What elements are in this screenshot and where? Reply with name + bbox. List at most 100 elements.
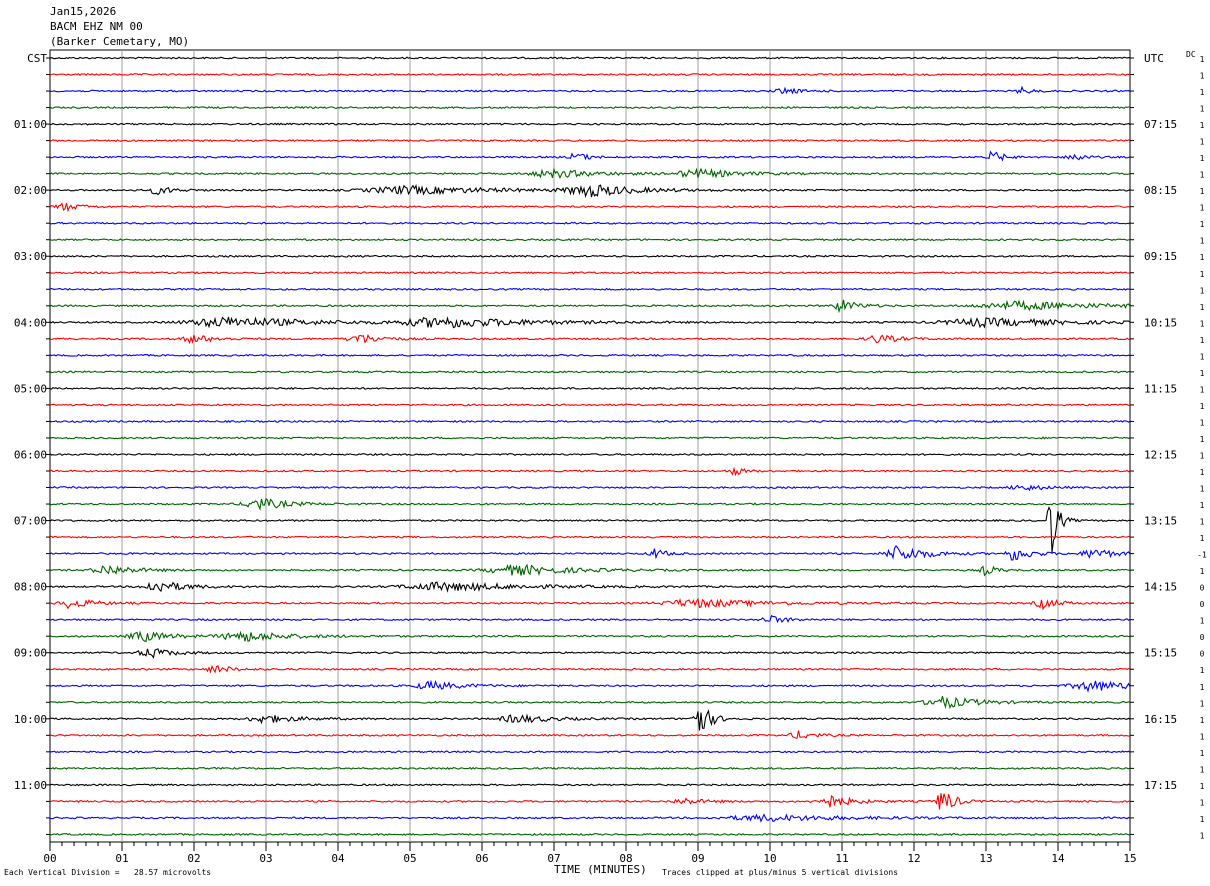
trace-row (49, 793, 1131, 810)
trace-row (49, 750, 1131, 754)
dc-offset-label: 1 (1200, 683, 1205, 692)
date-label: Jan15,2026 (50, 5, 117, 18)
dc-offset-label: 1 (1200, 782, 1205, 791)
dc-offset-label: 1 (1200, 270, 1205, 279)
dc-offset-label: 1 (1200, 468, 1205, 477)
left-hour-label: 10:00 (14, 713, 47, 726)
dc-offset-label: 1 (1200, 765, 1205, 774)
right-hour-label: 09:15 (1144, 250, 1177, 263)
dc-offset-label: 1 (1200, 567, 1205, 576)
dc-offset-label: 1 (1200, 716, 1205, 725)
trace-row (50, 597, 1131, 611)
trace-row (49, 506, 1131, 553)
x-tick-label: 10 (763, 852, 776, 865)
dc-offset-label: 1 (1200, 369, 1205, 378)
dc-offset-label: 1 (1200, 336, 1205, 345)
trace-row (49, 614, 1131, 624)
station-label: BACM EHZ NM 00 (50, 20, 143, 33)
trace-row (49, 452, 1131, 456)
left-hour-label: 06:00 (14, 448, 47, 461)
x-tick-label: 08 (619, 852, 632, 865)
trace-row (49, 254, 1131, 258)
trace-row (49, 122, 1131, 126)
plot-frame (49, 49, 1131, 843)
dc-offset-label: 1 (1200, 518, 1205, 527)
trace-row (49, 139, 1131, 143)
trace-row (49, 299, 1131, 314)
dc-offset-label: 1 (1200, 204, 1205, 213)
trace-row (49, 497, 1131, 511)
trace-row (49, 709, 1131, 731)
left-hour-label: 03:00 (14, 250, 47, 263)
left-hour-label: 07:00 (14, 515, 47, 528)
trace-row (49, 202, 1131, 213)
clip-note: Traces clipped at plus/minus 5 vertical … (662, 868, 899, 877)
dc-offset-label: 1 (1200, 220, 1205, 229)
left-hour-label: CST (27, 52, 47, 65)
left-hour-label: 08:00 (14, 581, 47, 594)
right-hour-label: 10:15 (1144, 316, 1177, 329)
dc-offset-label: 1 (1200, 534, 1205, 543)
trace-row (49, 287, 1131, 291)
traces (49, 56, 1131, 836)
x-tick-label: 12 (907, 852, 920, 865)
dc-offset-label: 1 (1200, 749, 1205, 758)
dc-offset-label: 1 (1200, 831, 1205, 840)
x-tick-label: 02 (187, 852, 200, 865)
trace-row (49, 832, 1131, 836)
trace-row (49, 581, 1130, 593)
trace-row (49, 271, 1131, 275)
dc-offset-label: 1 (1200, 666, 1205, 675)
trace-row (49, 333, 1131, 345)
dc-label: DC (1186, 50, 1196, 59)
trace-row (49, 630, 1131, 643)
dc-offset-label: 1 (1200, 138, 1205, 147)
dc-offset-label: 1 (1200, 286, 1205, 295)
right-hour-label: 16:15 (1144, 713, 1177, 726)
x-tick-label: 13 (979, 852, 992, 865)
trace-row (49, 370, 1131, 374)
dc-offset-label: 1 (1200, 55, 1205, 64)
dc-offset-label: 1 (1200, 303, 1205, 312)
trace-row (49, 466, 1131, 477)
right-hour-label: 07:15 (1144, 118, 1177, 131)
dc-offset-label: 1 (1200, 402, 1205, 411)
trace-row (49, 436, 1131, 440)
x-tick-label: 11 (835, 852, 848, 865)
dc-offset-label: 1 (1200, 187, 1205, 196)
dc-offset-label: 1 (1200, 105, 1205, 114)
right-hour-label: UTC (1144, 52, 1164, 65)
dc-offset-label: 1 (1200, 121, 1205, 130)
x-tick-label: 01 (115, 852, 128, 865)
trace-row (49, 766, 1131, 770)
trace-row (49, 730, 1131, 739)
trace-row (49, 544, 1131, 561)
dc-offset-label: 1 (1200, 617, 1205, 626)
left-hour-label: 02:00 (14, 184, 47, 197)
trace-row (49, 386, 1131, 390)
trace-row (49, 648, 1131, 659)
grid-lines (46, 49, 1134, 851)
x-tick-label: 09 (691, 852, 704, 865)
location-label: (Barker Cemetary, MO) (50, 35, 190, 48)
right-hour-label: 15:15 (1144, 647, 1177, 660)
right-hour-label: 11:15 (1144, 382, 1177, 395)
trace-row (49, 484, 1131, 492)
dc-offset-label: 1 (1200, 732, 1205, 741)
trace-row (49, 183, 1131, 199)
dc-offset-label: 1 (1200, 88, 1205, 97)
x-tick-label: 05 (403, 852, 416, 865)
trace-row (49, 535, 1131, 539)
x-tick-label: 14 (1051, 852, 1065, 865)
dc-offset-label: 0 (1200, 584, 1205, 593)
right-hour-label: 14:15 (1144, 581, 1177, 594)
trace-row (49, 167, 1131, 180)
dc-offset-label: 1 (1200, 385, 1205, 394)
dc-offset-label: 1 (1200, 501, 1205, 510)
dc-offset-label: 1 (1200, 485, 1205, 494)
dc-offset-label: 1 (1200, 418, 1205, 427)
dc-offset-label: 0 (1200, 633, 1205, 642)
trace-row (49, 403, 1131, 407)
trace-row (49, 419, 1131, 423)
